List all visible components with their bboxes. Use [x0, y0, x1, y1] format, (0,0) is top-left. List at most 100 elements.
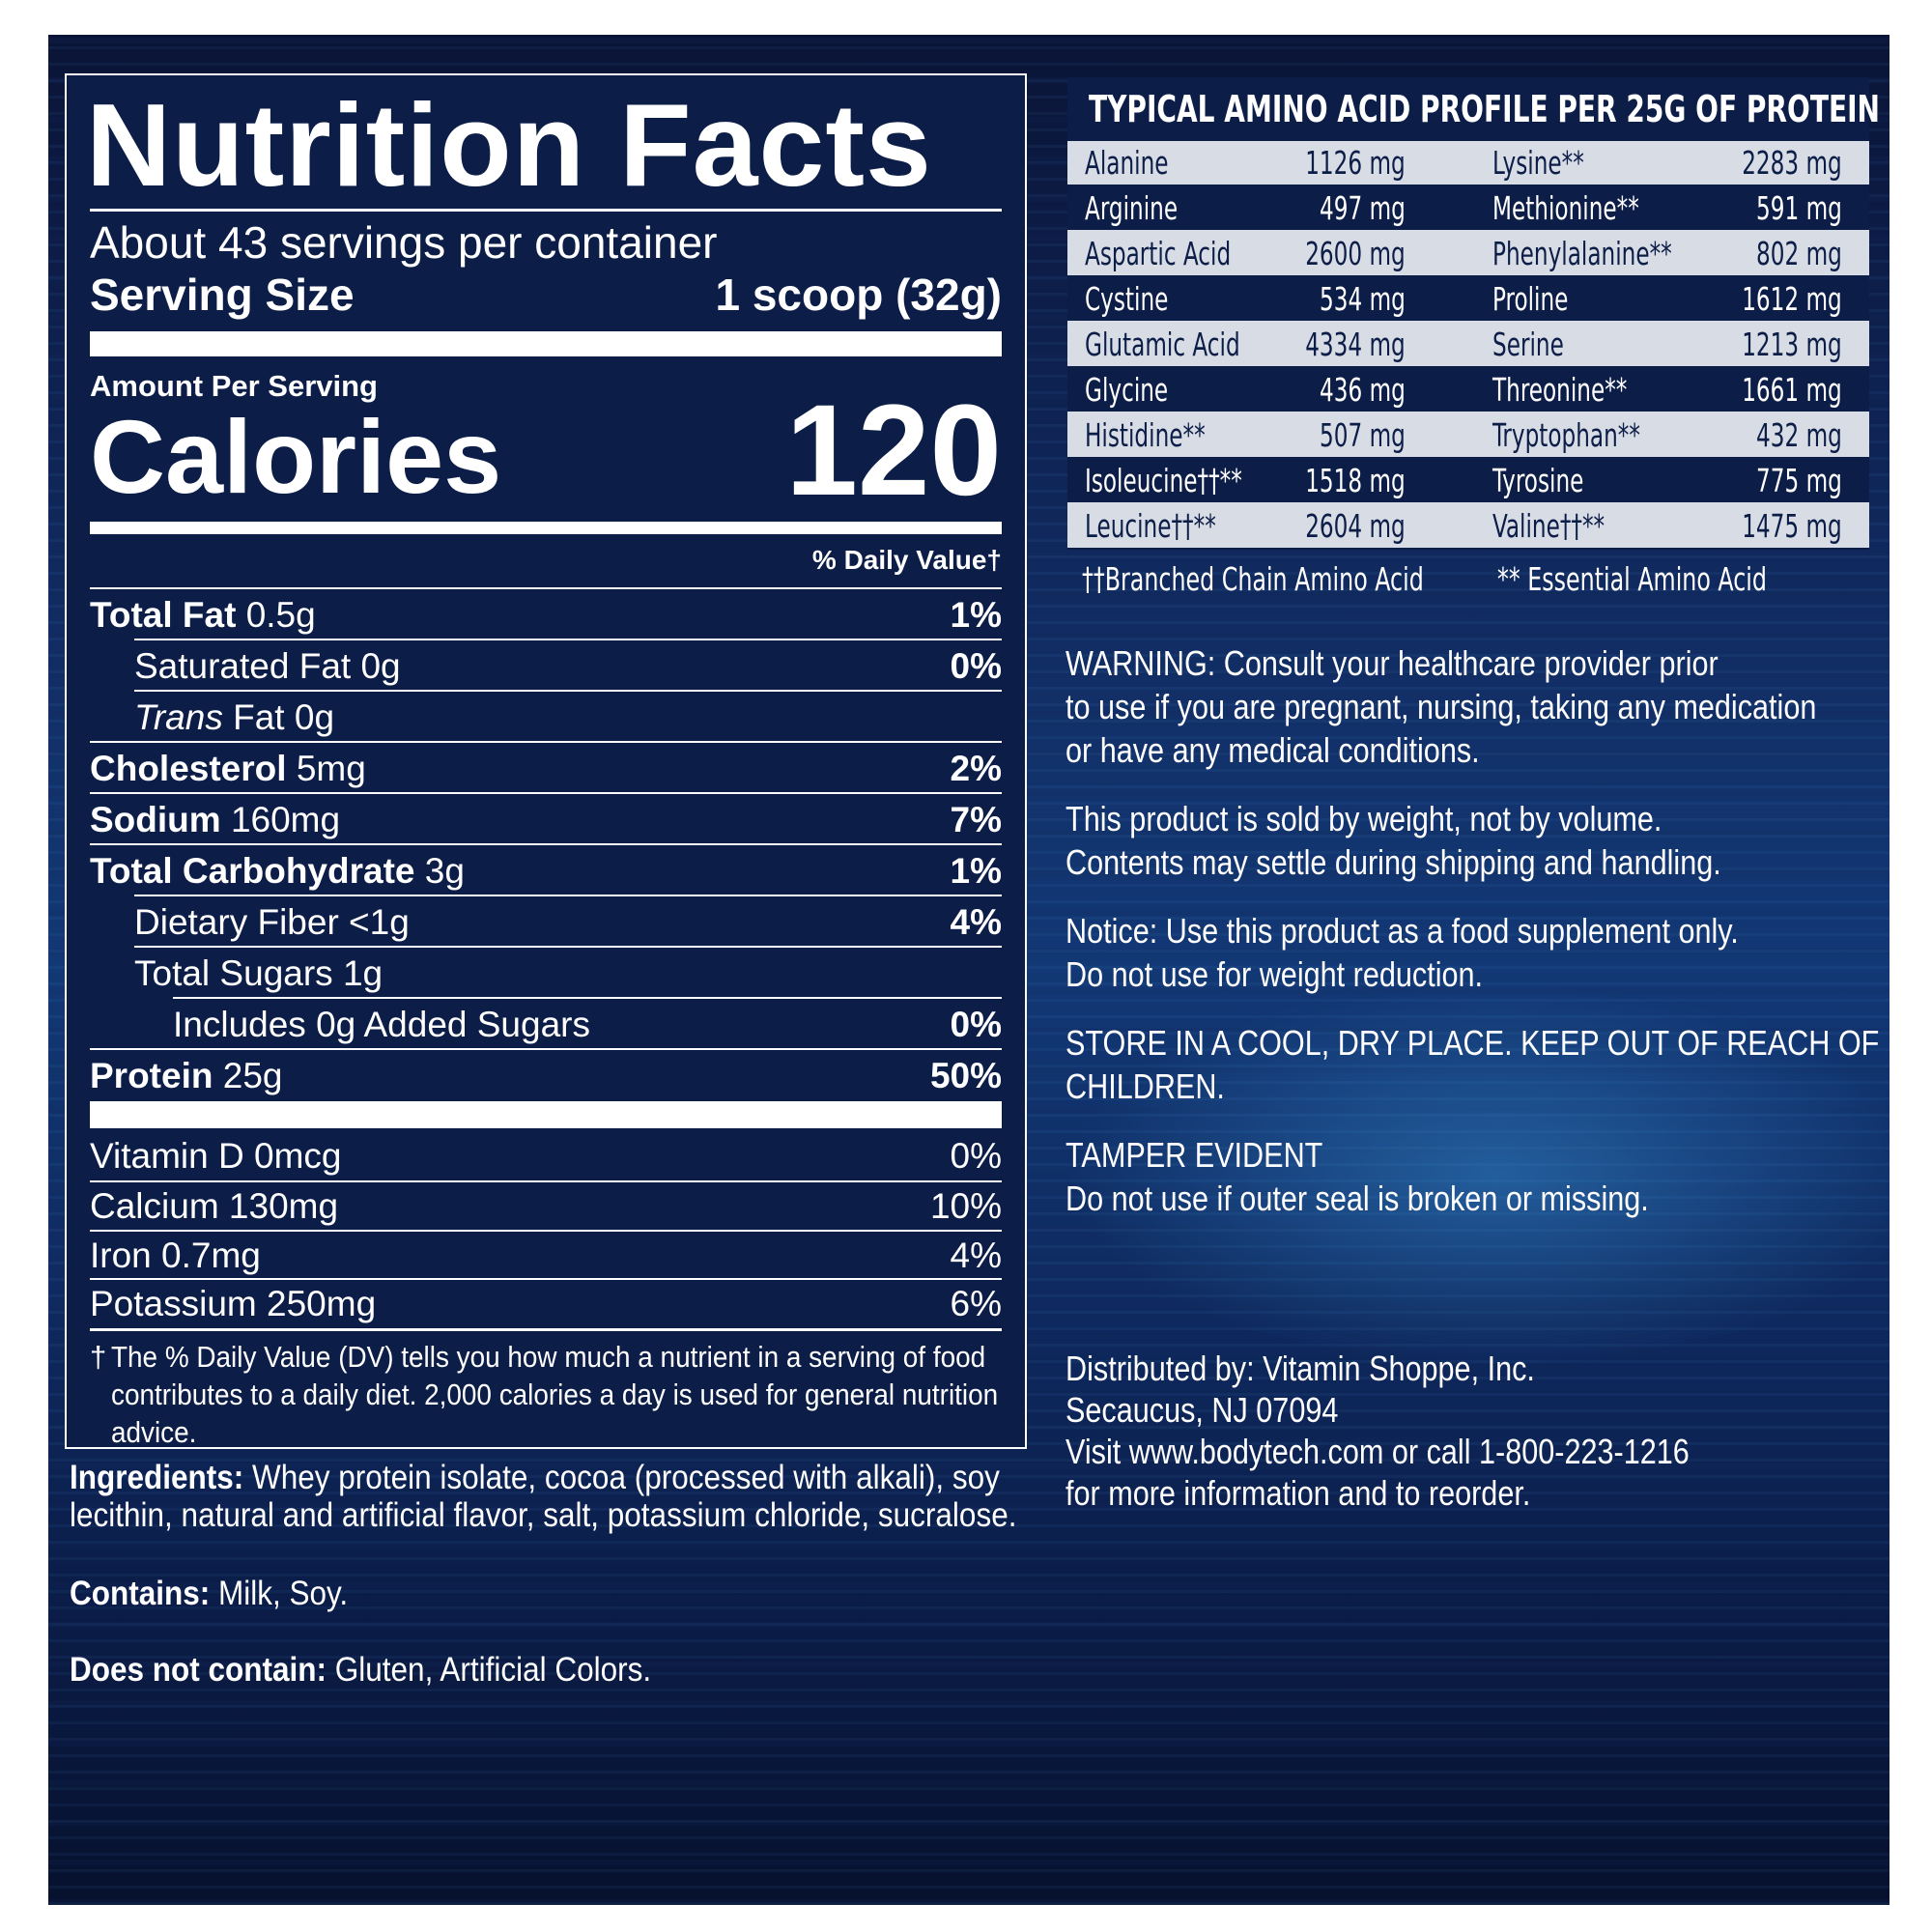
amino-acid-amount: 1213 mg	[1742, 326, 1842, 363]
amino-acid-title: TYPICAL AMINO ACID PROFILE PER 25G OF PR…	[1067, 77, 1880, 141]
vitamin-dv: 0%	[950, 1136, 1002, 1176]
nutrient-dv: 0%	[950, 646, 1002, 686]
medium-divider	[90, 522, 1002, 534]
nutrient-row-trans-fat: Trans Fat 0g	[134, 690, 1002, 743]
amino-acid-amount: 497 mg	[1320, 189, 1406, 227]
nutrient-label: Sodium	[90, 800, 221, 839]
nutrient-row-sodium: Sodium 160mg 7%	[90, 792, 1002, 845]
amino-acid-name: Histidine**	[1085, 416, 1206, 454]
amino-acid-name: Phenylalanine**	[1492, 235, 1672, 272]
storage-text: STORE IN A COOL, DRY PLACE. KEEP OUT OF …	[1065, 1021, 1879, 1108]
amino-acid-amount: 591 mg	[1756, 189, 1842, 227]
amino-acid-name: Aspartic Acid	[1085, 235, 1232, 272]
contains: Contains: Milk, Soy.	[70, 1575, 1035, 1612]
amino-acid-name: Valine††**	[1492, 507, 1605, 545]
amino-acid-name: Glutamic Acid	[1085, 326, 1240, 363]
nutrient-row-saturated-fat: Saturated Fat 0g 0%	[134, 639, 1002, 692]
amino-acid-row: Leucine††** 2604 mg Valine††** 1475 mg	[1067, 504, 1869, 550]
nutrient-label: Total Fat	[90, 595, 237, 635]
text-line: Do not use for weight reduction.	[1065, 954, 1484, 994]
amino-acid-amount: 2600 mg	[1305, 235, 1406, 272]
amino-acid-row: Isoleucine††** 1518 mg Tyrosine 775 mg	[1067, 459, 1869, 504]
amino-acid-name: Lysine**	[1492, 144, 1584, 182]
amino-acid-name: Methionine**	[1492, 189, 1639, 227]
text-line: TAMPER EVIDENT	[1065, 1135, 1323, 1175]
nutrient-row-added-sugars: Includes 0g Added Sugars 0%	[173, 997, 1002, 1050]
vitamin-row-calcium: Calcium 130mg 10%	[90, 1180, 1002, 1231]
contains-label: Contains:	[70, 1575, 211, 1612]
amino-acid-name: Arginine	[1085, 189, 1179, 227]
nutrition-facts-panel: Nutrition Facts About 43 servings per co…	[65, 73, 1027, 1449]
nutrient-row-cholesterol: Cholesterol 5mg 2%	[90, 741, 1002, 794]
vitamin-label: Vitamin D 0mcg	[90, 1136, 342, 1176]
vitamin-label: Calcium 130mg	[90, 1186, 339, 1226]
servings-per-container: About 43 servings per container	[90, 217, 718, 268]
nutrient-label: Total Carbohydrate	[90, 851, 415, 891]
amino-acid-amount: 1126 mg	[1305, 144, 1406, 182]
nutrient-row-total-carbohydrate: Total Carbohydrate 3g 1%	[90, 843, 1002, 896]
thick-divider	[90, 331, 1002, 356]
amino-acid-name: Tyrosine	[1492, 462, 1584, 499]
dagger-mark: †	[90, 1340, 107, 1374]
ingredients: Ingredients: Whey protein isolate, cocoa…	[70, 1459, 1035, 1534]
amino-acid-name: Isoleucine††**	[1085, 462, 1242, 499]
does-not-contain: Does not contain: Gluten, Artificial Col…	[70, 1651, 1035, 1689]
text-line: for more information and to reorder.	[1065, 1473, 1531, 1513]
amino-acid-row: Histidine** 507 mg Tryptophan** 432 mg	[1067, 413, 1869, 459]
warning-text: WARNING: Consult your healthcare provide…	[1065, 641, 1816, 772]
vitamin-dv: 6%	[950, 1284, 1002, 1323]
amino-acid-amount: 775 mg	[1756, 462, 1842, 499]
nutrient-row-total-fat: Total Fat 0.5g 1%	[90, 587, 1002, 640]
amino-acid-amount: 534 mg	[1320, 280, 1406, 318]
vitamin-row-iron: Iron 0.7mg 4%	[90, 1230, 1002, 1280]
text-line: Secaucus, NJ 07094	[1065, 1390, 1339, 1430]
distributor-text: Distributed by: Vitamin Shoppe, Inc. Sec…	[1065, 1348, 1690, 1514]
ingredients-text: Whey protein isolate, cocoa (processed w…	[70, 1459, 1017, 1534]
amino-acid-name: Cystine	[1085, 280, 1169, 318]
nutrient-row-protein: Protein 25g 50%	[90, 1048, 1002, 1101]
amino-acid-title-text: TYPICAL AMINO ACID PROFILE PER 25G OF PR…	[1089, 88, 1881, 130]
tamper-evident-text: TAMPER EVIDENT Do not use if outer seal …	[1065, 1133, 1649, 1220]
nutrient-amount: 0.5g	[236, 595, 316, 635]
nutrient-dv: 50%	[929, 1056, 1002, 1095]
amino-acid-name: Proline	[1492, 280, 1569, 318]
nutrient-amount: Saturated Fat 0g	[134, 646, 401, 686]
amino-acid-amount: 4334 mg	[1305, 326, 1406, 363]
text-line: STORE IN A COOL, DRY PLACE. KEEP OUT OF …	[1065, 1023, 1880, 1063]
sold-by-weight-text: This product is sold by weight, not by v…	[1065, 797, 1721, 884]
title-divider	[90, 209, 1002, 212]
contains-text: Milk, Soy.	[210, 1575, 349, 1612]
nutrient-amount: Includes 0g Added Sugars	[173, 1005, 590, 1044]
amino-acid-name: Serine	[1492, 326, 1564, 363]
footnote-text: The % Daily Value (DV) tells you how muc…	[111, 1340, 999, 1449]
nutrient-row-dietary-fiber: Dietary Fiber <1g 4%	[134, 895, 1002, 948]
amino-acid-row: Glutamic Acid 4334 mg Serine 1213 mg	[1067, 323, 1869, 368]
serving-size-label: Serving Size	[90, 270, 355, 320]
serving-size-value: 1 scoop (32g)	[715, 270, 1002, 320]
vitamin-row-vitamin-d: Vitamin D 0mcg 0%	[90, 1132, 1002, 1180]
amino-acid-row: Alanine 1126 mg Lysine** 2283 mg	[1067, 141, 1869, 186]
nutrient-italic: Trans	[134, 697, 223, 737]
amino-acid-amount: 507 mg	[1320, 416, 1406, 454]
amino-acid-amount: 436 mg	[1320, 371, 1406, 409]
amino-acid-row: Aspartic Acid 2600 mg Phenylalanine** 802 m…	[1067, 232, 1869, 277]
amino-acid-amount: 2283 mg	[1742, 144, 1842, 182]
amino-acid-amount: 1475 mg	[1742, 507, 1842, 545]
notice-text: Notice: Use this product as a food suppl…	[1065, 909, 1739, 996]
text-line: Do not use if outer seal is broken or mi…	[1065, 1179, 1649, 1218]
amino-acid-amount: 2604 mg	[1305, 507, 1406, 545]
amino-acid-name: Tryptophan**	[1492, 416, 1640, 454]
footnote-divider	[90, 1328, 1002, 1331]
amino-acid-amount: 1612 mg	[1742, 280, 1842, 318]
nutrition-facts-title: Nutrition Facts	[86, 79, 932, 211]
vitamin-label: Potassium 250mg	[90, 1284, 377, 1323]
vitamin-dv: 10%	[929, 1186, 1002, 1226]
nutrient-dv: 2%	[950, 749, 1002, 788]
amino-acid-name: Glycine	[1085, 371, 1169, 409]
nutrient-amount: Total Sugars 1g	[134, 953, 384, 993]
nutrient-dv: 1%	[950, 851, 1002, 891]
amino-acid-row: Glycine 436 mg Threonine** 1661 mg	[1067, 368, 1869, 413]
daily-value-header: % Daily Value†	[811, 545, 1002, 575]
does-not-contain-label: Does not contain:	[70, 1651, 327, 1689]
amino-acid-name: Alanine	[1085, 144, 1169, 182]
